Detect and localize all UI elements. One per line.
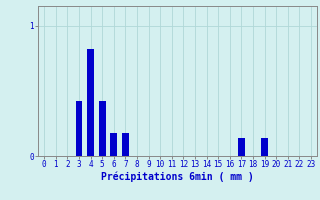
Bar: [99, 101, 106, 156]
Bar: [261, 138, 268, 156]
Bar: [110, 133, 117, 156]
Bar: [122, 133, 129, 156]
Bar: [76, 101, 83, 156]
X-axis label: Précipitations 6min ( mm ): Précipitations 6min ( mm ): [101, 172, 254, 182]
Bar: [238, 138, 245, 156]
Bar: [87, 49, 94, 156]
